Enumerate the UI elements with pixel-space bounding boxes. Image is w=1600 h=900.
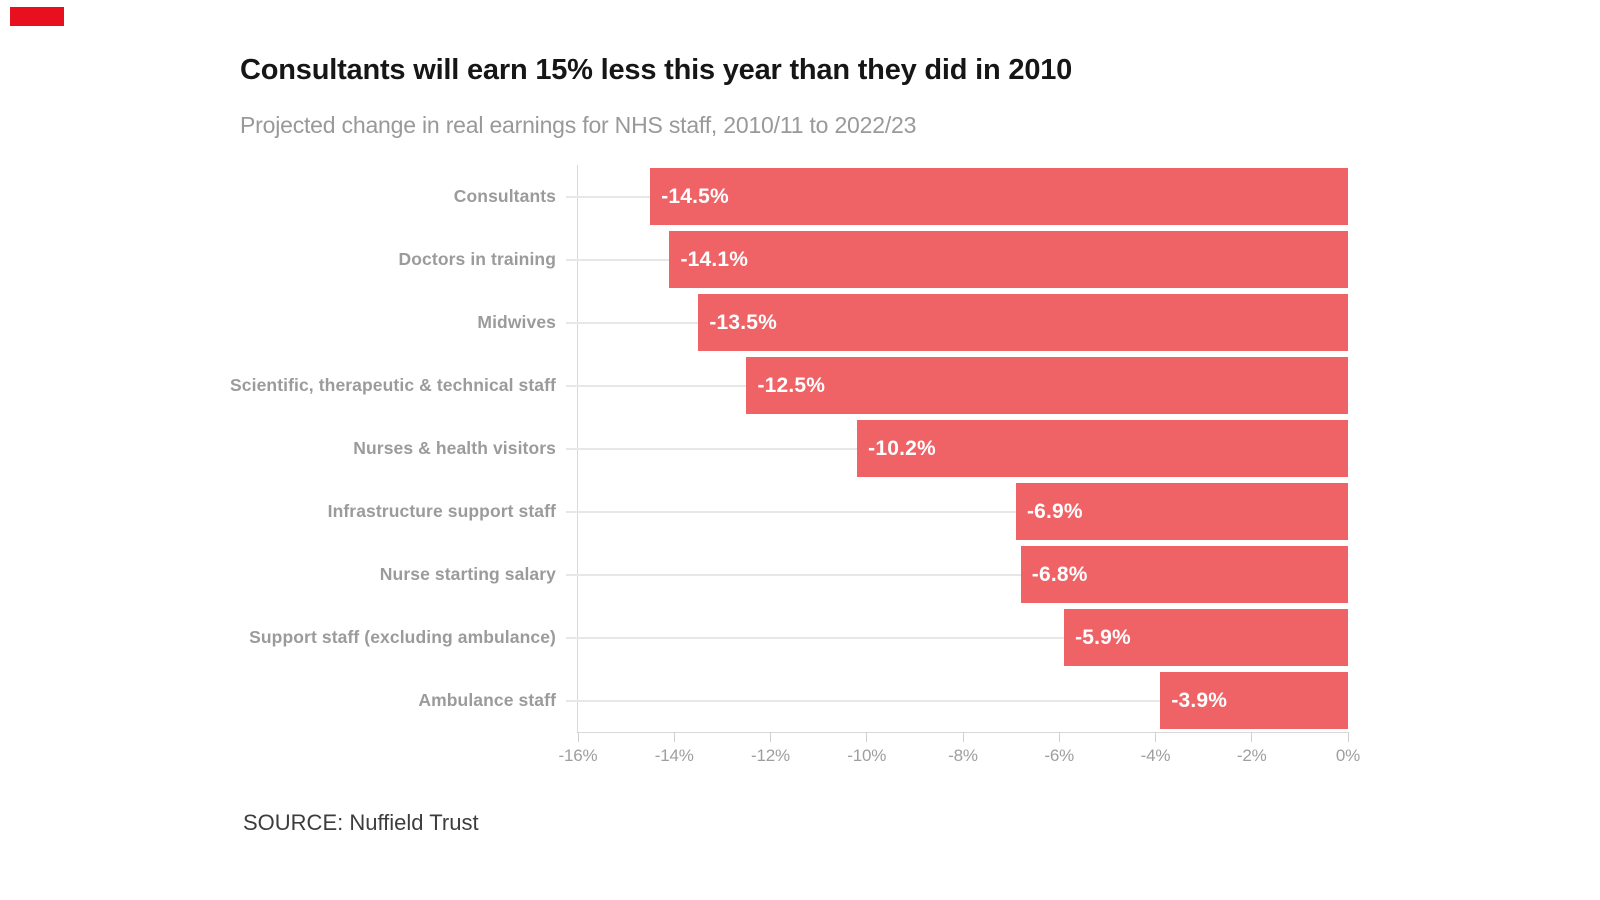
bar: -6.9% xyxy=(1015,483,1348,540)
bar: -6.8% xyxy=(1020,546,1348,603)
category-label: Scientific, therapeutic & technical staf… xyxy=(230,375,556,395)
category-cell: Nurses & health visitors xyxy=(0,417,556,480)
bar-row: -10.2% xyxy=(566,417,1348,480)
bar-row: -6.9% xyxy=(566,480,1348,543)
category-cell: Midwives xyxy=(0,291,556,354)
bar-row: -14.5% xyxy=(566,165,1348,228)
plot-area: -14.5% -14.1% -13.5% -12.5% -10.2% -6.9% -6.8%… xyxy=(566,165,1349,733)
x-tick-label: -8% xyxy=(948,746,978,765)
bar-value-label: -13.5% xyxy=(709,310,778,334)
category-cell: Doctors in training xyxy=(0,228,556,291)
category-cell: Nurse starting salary xyxy=(0,543,556,606)
x-tick xyxy=(577,732,579,742)
bar: -14.1% xyxy=(669,231,1348,288)
bar: -13.5% xyxy=(698,294,1348,351)
x-tick xyxy=(866,732,868,742)
bar-row: -3.9% xyxy=(566,669,1348,732)
x-axis-ticks: -16% -14% -12% -10% -8% -6% -4% -2% 0% xyxy=(559,732,1360,772)
category-label: Consultants xyxy=(453,186,556,206)
bar-value-label: -6.8% xyxy=(1031,562,1088,586)
x-tick-label: -16% xyxy=(558,746,598,765)
bar-rows: -14.5% -14.1% -13.5% -12.5% -10.2% -6.9% -6.8%… xyxy=(566,165,1348,732)
row-leader-line xyxy=(566,384,747,387)
bar-value-label: -14.1% xyxy=(680,247,749,271)
category-cell: Ambulance staff xyxy=(0,669,556,732)
category-cell: Scientific, therapeutic & technical staf… xyxy=(0,354,556,417)
bar: -5.9% xyxy=(1064,609,1348,666)
bar-row: -12.5% xyxy=(566,354,1348,417)
x-tick xyxy=(962,732,964,742)
bar-row: -13.5% xyxy=(566,291,1348,354)
category-cell: Consultants xyxy=(0,165,556,228)
row-leader-line xyxy=(566,447,858,450)
row-leader-line xyxy=(566,321,699,324)
x-tick-label: -2% xyxy=(1236,746,1267,765)
category-label: Midwives xyxy=(477,312,556,332)
bar-row: -14.1% xyxy=(566,228,1348,291)
row-leader-line xyxy=(566,573,1021,576)
row-leader-line xyxy=(566,258,670,261)
x-tick xyxy=(1251,732,1253,742)
x-tick-label: -12% xyxy=(751,746,790,765)
x-tick xyxy=(770,732,771,742)
bar-value-label: -5.9% xyxy=(1075,625,1131,649)
bar-value-label: -3.9% xyxy=(1171,688,1228,712)
sky-brand-flag xyxy=(10,7,64,26)
x-tick-label: -14% xyxy=(654,746,694,765)
x-tick-label: -6% xyxy=(1044,746,1075,765)
row-leader-line xyxy=(566,699,1161,702)
category-label: Support staff (excluding ambulance) xyxy=(249,627,556,647)
chart-title: Consultants will earn 15% less this year… xyxy=(240,54,1073,86)
source-caption: SOURCE: Nuffield Trust xyxy=(243,810,479,835)
bar: -12.5% xyxy=(746,357,1348,414)
x-tick-label: 0% xyxy=(1335,746,1361,765)
category-label: Ambulance staff xyxy=(418,690,556,710)
category-cell: Support staff (excluding ambulance) xyxy=(0,606,556,669)
bar-row: -5.9% xyxy=(566,606,1348,669)
x-tick xyxy=(1347,732,1349,742)
category-label: Nurse starting salary xyxy=(379,564,556,584)
chart-subtitle: Projected change in real earnings for NH… xyxy=(240,112,917,138)
row-leader-line xyxy=(566,195,651,198)
x-tick-label: -4% xyxy=(1140,746,1171,765)
category-label: Doctors in training xyxy=(398,249,556,269)
bar-value-label: -6.9% xyxy=(1026,499,1083,523)
row-leader-line xyxy=(566,510,1016,513)
x-tick xyxy=(1058,732,1060,742)
bar: -10.2% xyxy=(857,420,1348,477)
x-tick xyxy=(1155,732,1156,742)
bar-value-label: -14.5% xyxy=(661,184,729,208)
category-axis: Consultants Doctors in training Midwives Sc… xyxy=(0,165,556,732)
x-tick xyxy=(673,732,675,742)
bar-row: -6.8% xyxy=(566,543,1348,606)
x-tick-label: -10% xyxy=(847,746,887,765)
row-leader-line xyxy=(566,636,1065,639)
bar: -3.9% xyxy=(1160,672,1348,729)
category-label: Nurses & health visitors xyxy=(353,438,556,458)
bar-value-label: -12.5% xyxy=(757,373,826,397)
category-label: Infrastructure support staff xyxy=(327,501,556,521)
bar-value-label: -10.2% xyxy=(868,436,936,460)
bar: -14.5% xyxy=(650,168,1348,225)
category-cell: Infrastructure support staff xyxy=(0,480,556,543)
